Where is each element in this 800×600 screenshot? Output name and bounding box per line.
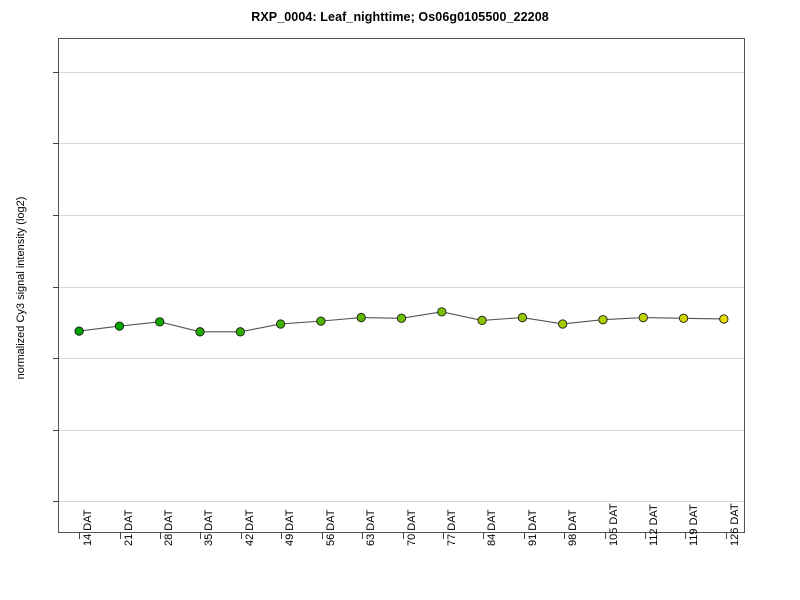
gridline xyxy=(59,143,744,145)
data-point[interactable] xyxy=(195,327,205,337)
data-point[interactable] xyxy=(437,307,447,317)
y-tick-mark xyxy=(53,143,59,145)
data-point[interactable] xyxy=(517,312,528,323)
data-point[interactable] xyxy=(678,313,689,323)
data-point[interactable] xyxy=(316,316,326,326)
x-tick-mark xyxy=(362,532,364,539)
x-tick-mark xyxy=(160,532,162,539)
y-tick-mark xyxy=(53,358,59,360)
gridline xyxy=(59,501,744,503)
data-point[interactable] xyxy=(235,327,245,337)
y-axis-title: normalized Cy3 signal intensity (log2) xyxy=(15,196,27,380)
x-tick-mark xyxy=(523,532,525,539)
x-tick-mark xyxy=(564,532,566,539)
data-point[interactable] xyxy=(396,313,407,323)
x-tick-mark xyxy=(644,532,646,539)
x-tick-mark xyxy=(321,532,323,539)
data-point[interactable] xyxy=(275,319,286,329)
x-tick-mark xyxy=(79,532,81,539)
gridline xyxy=(59,358,744,360)
data-point[interactable] xyxy=(477,315,487,326)
gridline xyxy=(59,214,744,216)
data-series xyxy=(74,307,729,337)
data-point[interactable] xyxy=(719,314,729,324)
x-tick-mark xyxy=(119,532,121,539)
x-tick-mark xyxy=(604,532,606,539)
gridline xyxy=(59,429,744,431)
data-point[interactable] xyxy=(356,312,366,323)
x-tick-mark xyxy=(402,532,404,539)
y-tick-mark xyxy=(53,214,59,216)
x-tick-mark xyxy=(725,532,727,539)
x-tick-mark xyxy=(483,532,485,539)
gridline xyxy=(59,71,744,73)
x-tick-mark xyxy=(281,532,283,539)
data-point[interactable] xyxy=(114,321,125,331)
gridline xyxy=(59,286,744,288)
y-tick-mark xyxy=(53,501,59,503)
data-point[interactable] xyxy=(74,326,84,336)
x-tick-mark xyxy=(240,532,242,539)
data-point[interactable] xyxy=(598,315,608,325)
data-point[interactable] xyxy=(638,312,648,323)
y-tick-mark xyxy=(53,286,59,288)
x-tick-mark xyxy=(442,532,444,539)
chart-title: RXP_0004: Leaf_nighttime; Os06g0105500_2… xyxy=(251,10,549,24)
y-tick-mark xyxy=(53,429,59,431)
x-tick-mark xyxy=(685,532,687,539)
y-tick-mark xyxy=(53,71,59,73)
data-point[interactable] xyxy=(558,319,568,329)
x-tick-mark xyxy=(200,532,202,539)
data-point[interactable] xyxy=(155,317,165,327)
